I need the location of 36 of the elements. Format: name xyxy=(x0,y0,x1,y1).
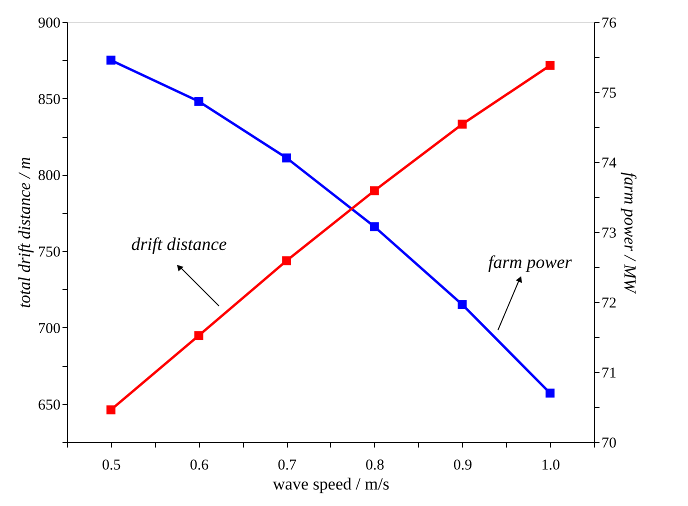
point xyxy=(546,60,555,70)
x-tick-label: 0.9 xyxy=(453,458,472,474)
y-axis-title: total drift distance / m xyxy=(15,156,34,308)
y-tick-label: 850 xyxy=(38,92,60,108)
point xyxy=(194,96,204,106)
y2-tick-label: 74 xyxy=(602,156,617,172)
y-tick-label: 700 xyxy=(38,320,60,337)
x-axis-title: wave speed / m/s xyxy=(272,474,390,494)
y2-tick-label: 76 xyxy=(602,16,617,32)
point xyxy=(282,256,292,266)
point xyxy=(106,405,116,414)
point xyxy=(370,222,379,232)
y2-tick-label: 72 xyxy=(602,296,616,312)
x-tick-label: 0.5 xyxy=(102,458,121,474)
y2-tick-label: 71 xyxy=(602,366,616,382)
point xyxy=(370,186,379,196)
y2-tick-label: 73 xyxy=(602,226,616,242)
point xyxy=(458,300,467,310)
x-tick-label: 0.6 xyxy=(190,458,210,474)
point xyxy=(194,331,204,340)
point xyxy=(106,56,116,65)
point xyxy=(282,153,292,162)
y-tick-label: 650 xyxy=(38,397,60,414)
y-tick-label: 750 xyxy=(38,244,60,261)
x-tick-label: 1.0 xyxy=(541,458,560,474)
x-tick-label: 0.8 xyxy=(366,458,384,474)
annotation: farm power xyxy=(488,252,573,272)
x-tick-label: 0.7 xyxy=(278,458,297,474)
y-tick-label: 800 xyxy=(38,168,60,184)
y2-tick-label: 70 xyxy=(602,436,616,452)
point xyxy=(546,388,555,398)
annotation: drift distance xyxy=(131,234,227,254)
y2-tick-label: 75 xyxy=(602,86,616,102)
point xyxy=(458,120,467,129)
y2-axis-title: farm power / MW xyxy=(620,172,640,295)
y-tick-label: 900 xyxy=(38,16,60,32)
